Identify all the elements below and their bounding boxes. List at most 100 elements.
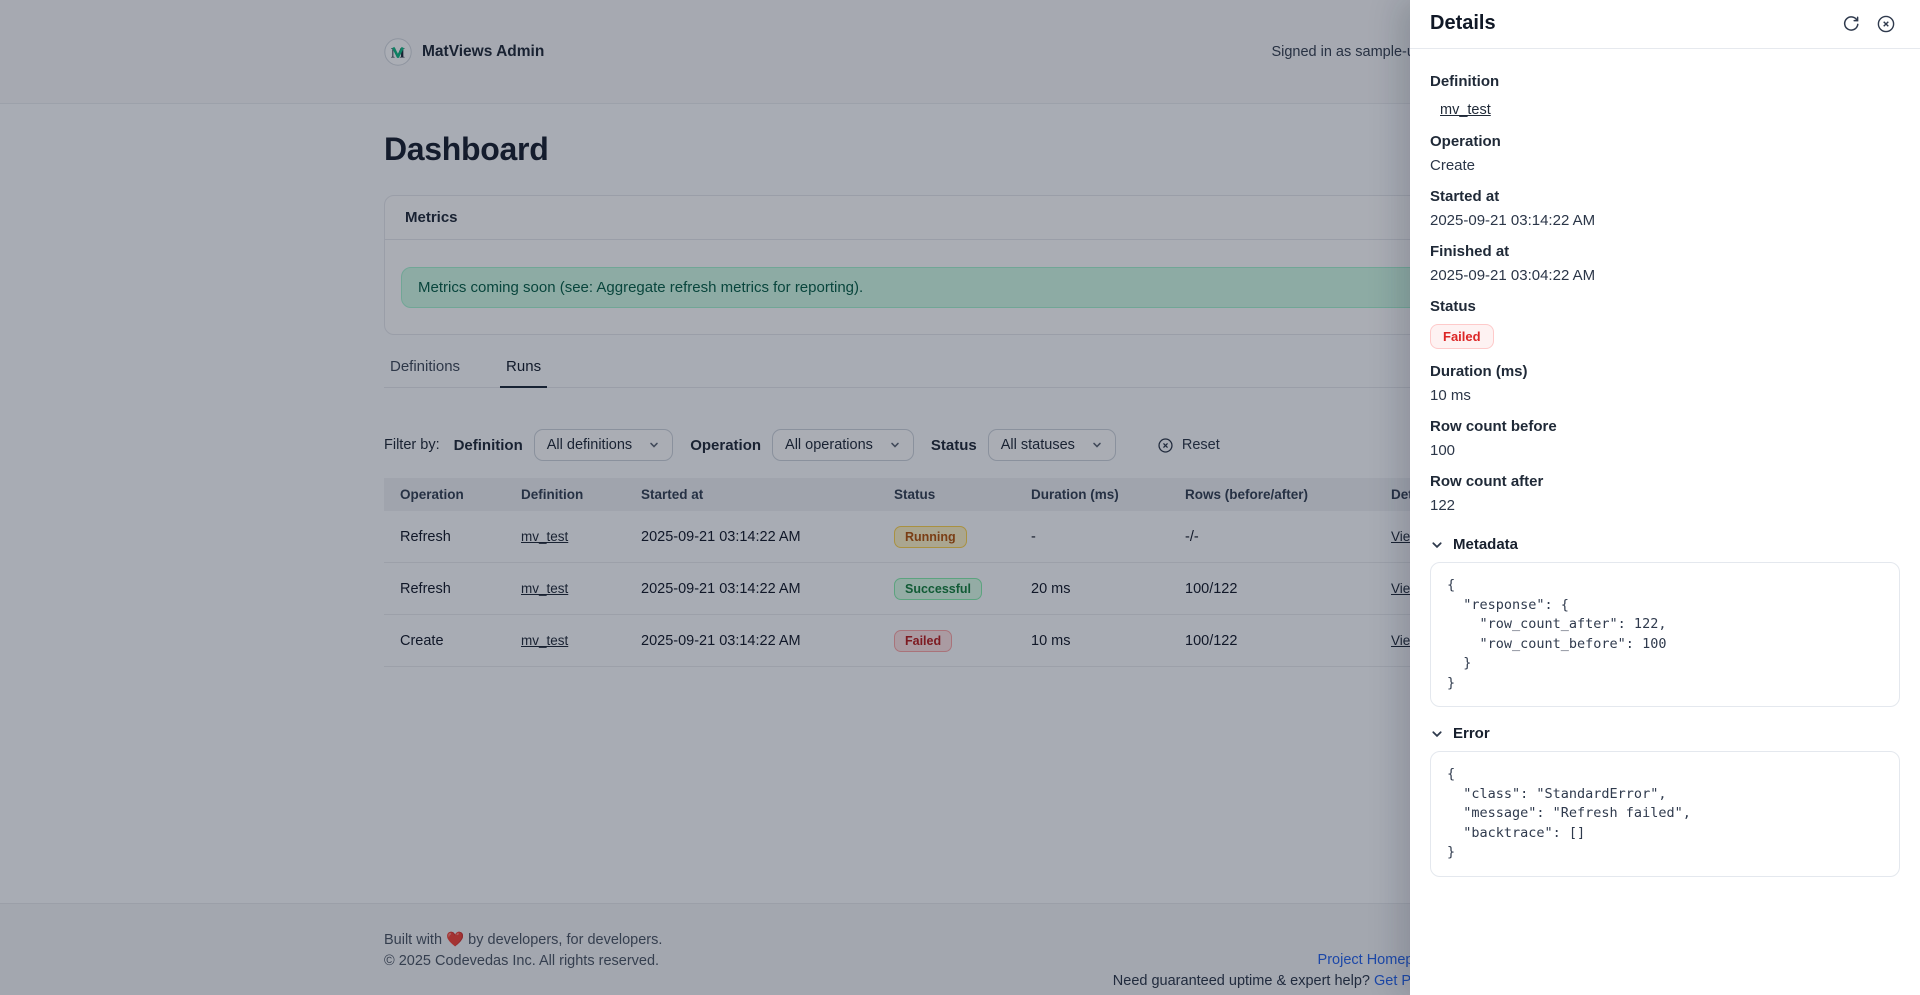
status-badge: Successful (894, 577, 983, 600)
col-status: Status (894, 487, 936, 502)
details-panel-body: Definition mv_test Operation Create Star… (1410, 49, 1920, 903)
status-filter-select[interactable]: All statuses (987, 429, 1116, 461)
heart-icon: ❤️ (446, 932, 465, 948)
definition-link[interactable]: mv_test (521, 632, 569, 648)
reset-label: Reset (1181, 437, 1220, 453)
main-content: Dashboard Metrics Metrics coming soon (s… (0, 104, 1920, 903)
field-label: Duration (ms) (1430, 363, 1528, 380)
panel-field-row-count-after: Row count after 122 (1430, 470, 1900, 518)
panel-field-started-at: Started at 2025-09-21 03:14:22 AM (1430, 185, 1900, 233)
refresh-button[interactable] (1841, 14, 1861, 34)
cell-started-at: 2025-09-21 03:14:22 AM (641, 580, 801, 597)
operation-filter-label: Operation (690, 436, 762, 454)
chevron-down-icon (1430, 538, 1444, 552)
cell-operation: Create (400, 632, 444, 649)
close-circle-icon (1876, 14, 1896, 34)
field-label: Started at (1430, 188, 1500, 205)
status-filter-label: Status (930, 436, 977, 454)
cell-started-at: 2025-09-21 03:14:22 AM (641, 632, 801, 649)
definition-link[interactable]: mv_test (521, 528, 569, 544)
chevron-down-icon (1430, 727, 1444, 741)
runs-table: Operation Definition Started at Status D… (384, 478, 1536, 667)
operation-filter-select[interactable]: All operations (772, 429, 914, 461)
support-text: Need guaranteed uptime & expert help? (1112, 973, 1370, 989)
page-title: Dashboard (384, 131, 549, 167)
metrics-card-title: Metrics (385, 196, 1535, 240)
metrics-card: Metrics Metrics coming soon (see: Aggreg… (384, 195, 1536, 335)
close-button[interactable] (1876, 14, 1896, 34)
footer-left: Built with ❤️ by developers, for develop… (384, 930, 662, 972)
field-label: Row count before (1430, 418, 1557, 435)
definition-link[interactable]: mv_test (521, 580, 569, 596)
cell-rows: 100/122 (1185, 632, 1238, 649)
details-panel-header: Details (1410, 0, 1920, 49)
definition-filter-select[interactable]: All definitions (533, 429, 674, 461)
chevron-down-icon (648, 439, 660, 451)
error-json: { "class": "StandardError", "message": "… (1430, 751, 1900, 877)
metrics-coming-soon-banner: Metrics coming soon (see: Aggregate refr… (401, 267, 1519, 308)
panel-field-operation: Operation Create (1430, 130, 1900, 178)
filter-bar: Filter by: Definition All definitions Op… (384, 429, 1536, 461)
field-value: 2025-09-21 03:14:22 AM (1430, 212, 1596, 229)
cell-duration: 20 ms (1031, 580, 1071, 597)
field-label: Status (1430, 298, 1476, 315)
refresh-icon (1841, 14, 1861, 34)
col-definition: Definition (521, 487, 584, 502)
cell-rows: -/- (1185, 528, 1199, 545)
metadata-json: { "response": { "row_count_after": 122, … (1430, 562, 1900, 707)
cell-operation: Refresh (400, 580, 451, 597)
reset-circle-x-icon (1157, 437, 1174, 454)
cell-operation: Refresh (400, 528, 451, 545)
brand-name: MatViews Admin (422, 42, 545, 60)
details-panel-title: Details (1430, 12, 1496, 34)
status-badge: Failed (894, 629, 953, 652)
cell-duration: - (1031, 528, 1036, 545)
col-duration: Duration (ms) (1031, 487, 1119, 502)
status-badge: Failed (1430, 324, 1494, 349)
status-filter-value: All statuses (1000, 437, 1075, 453)
cell-started-at: 2025-09-21 03:14:22 AM (641, 528, 801, 545)
metadata-section-toggle[interactable]: Metadata (1430, 536, 1900, 553)
field-value: 2025-09-21 03:04:22 AM (1430, 267, 1596, 284)
details-panel: Details Definition mv_test (1410, 0, 1920, 995)
definition-filter-label: Definition (453, 436, 523, 454)
footer-built-with: Built with (384, 932, 443, 948)
field-label: Operation (1430, 133, 1501, 150)
error-section-title: Error (1453, 725, 1490, 742)
chevron-down-icon (889, 439, 901, 451)
tab-runs[interactable]: Runs (500, 358, 548, 388)
col-rows: Rows (before/after) (1185, 487, 1309, 502)
panel-field-definition: Definition mv_test (1430, 70, 1900, 130)
reset-filters-button[interactable]: Reset (1157, 437, 1220, 454)
project-homepage-link[interactable]: Project Homepage (1317, 952, 1438, 968)
error-section-toggle[interactable]: Error (1430, 725, 1900, 742)
chevron-down-icon (1091, 439, 1103, 451)
field-value: 122 (1430, 497, 1456, 514)
col-operation: Operation (400, 487, 464, 502)
field-label: Definition (1430, 73, 1500, 90)
cell-rows: 100/122 (1185, 580, 1238, 597)
brand: M MatViews Admin (384, 37, 545, 66)
panel-field-status: Status Failed (1430, 295, 1900, 360)
definition-filter-value: All definitions (546, 437, 633, 453)
panel-field-finished-at: Finished at 2025-09-21 03:04:22 AM (1430, 240, 1900, 288)
matviews-logo: M (384, 37, 412, 66)
status-badge: Running (894, 525, 967, 548)
filter-by-label: Filter by: (384, 437, 440, 453)
table-header-row: Operation Definition Started at Status D… (384, 478, 1536, 511)
footer-copyright: © 2025 Codevedas Inc. All rights reserve… (384, 953, 660, 969)
operation-filter-value: All operations (785, 437, 873, 453)
definition-link[interactable]: mv_test (1440, 102, 1491, 118)
field-value: Create (1430, 157, 1476, 174)
table-row: Refresh mv_test 2025-09-21 03:14:22 AM S… (384, 563, 1536, 615)
tab-definitions[interactable]: Definitions (390, 358, 461, 375)
footer-built-with-suffix: by developers, for developers. (468, 932, 663, 948)
panel-field-row-count-before: Row count before 100 (1430, 415, 1900, 463)
metadata-section-title: Metadata (1453, 536, 1519, 553)
field-value: 100 (1430, 442, 1456, 459)
field-label: Row count after (1430, 473, 1544, 490)
field-label: Finished at (1430, 243, 1510, 260)
tab-bar: Definitions Runs (384, 358, 1536, 388)
panel-field-duration: Duration (ms) 10 ms (1430, 360, 1900, 408)
col-started-at: Started at (641, 487, 704, 502)
